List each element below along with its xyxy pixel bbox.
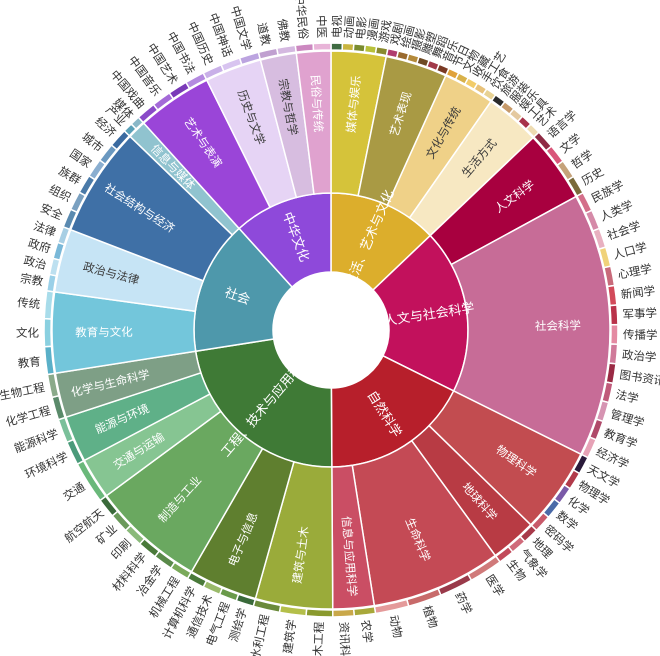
- subject-label: 政治学: [621, 348, 657, 365]
- subject-label: 人类学: [598, 198, 635, 224]
- center-hole: [273, 272, 389, 388]
- subject-label: 心理学: [616, 261, 653, 281]
- subject-label: 教育: [17, 354, 41, 370]
- subject-label: 绘画: [398, 23, 417, 49]
- ring-subjects: [43, 42, 619, 618]
- subject-label: 道教: [255, 21, 274, 47]
- subject-label: 安全: [38, 201, 65, 223]
- subject-label: 资讯科学: [337, 621, 353, 656]
- subject-label: 中华民俗: [292, 0, 310, 40]
- subject-label: 植物: [420, 604, 441, 630]
- subject-arc: [312, 42, 332, 52]
- subject-arc: [331, 608, 356, 618]
- ring-categories: [51, 50, 611, 610]
- subject-label: 电影: [353, 15, 369, 40]
- subject-label: 化学工程: [4, 403, 53, 429]
- subject-arc: [608, 343, 619, 365]
- subject-label: 水利工程: [248, 612, 272, 656]
- subject-label: 佛教: [275, 18, 293, 43]
- category-arc: [450, 195, 611, 456]
- subject-label: 戏剧: [387, 21, 406, 46]
- subject-label: 农学: [359, 619, 376, 643]
- subject-label: 医学: [483, 572, 507, 599]
- subject-label: 政治: [22, 253, 48, 272]
- category-label: 媒体与娱乐: [344, 74, 364, 133]
- subject-label: 文化: [16, 326, 40, 340]
- subject-arc: [363, 44, 378, 55]
- subject-label: 管理学: [609, 407, 646, 430]
- subject-label: 建筑学: [280, 618, 298, 654]
- subject-arc: [330, 42, 344, 52]
- subject-label: 传统: [17, 295, 42, 311]
- subject-label: 摄影: [409, 26, 429, 53]
- subject-arc: [352, 43, 367, 53]
- subject-label: 宗教: [19, 271, 44, 289]
- category-arc: [295, 50, 332, 195]
- subject-label: 军事学: [622, 306, 657, 322]
- category-label: 信息与应用科学: [339, 516, 359, 597]
- subject-arc: [43, 317, 53, 348]
- subject-label: 人口学: [611, 240, 648, 262]
- subject-arc: [305, 608, 334, 618]
- subject-arc: [609, 323, 619, 346]
- category-label: 社会科学: [535, 318, 581, 333]
- subject-label: 传播学: [623, 328, 658, 343]
- category-label: 民俗与传统: [308, 74, 326, 133]
- subject-arc: [609, 304, 619, 326]
- subject-label: 药学: [452, 590, 475, 617]
- subject-label: 历史: [579, 164, 606, 188]
- subject-label: 中医: [314, 15, 329, 38]
- subject-label: 组织: [47, 182, 74, 205]
- subject-label: 社会学: [605, 218, 642, 242]
- subject-label: 漫画: [365, 17, 382, 42]
- subject-arc: [606, 284, 618, 307]
- subject-label: 土木工程: [310, 621, 326, 656]
- subject-label: 能源科学: [12, 426, 60, 455]
- subject-label: 新闻学: [620, 283, 656, 301]
- subject-label: 交通: [61, 479, 88, 503]
- subject-label: 法学: [614, 387, 640, 406]
- subject-arc: [341, 42, 355, 52]
- subject-label: 族群: [56, 164, 83, 188]
- subject-arc: [294, 42, 315, 54]
- subject-label: 动画: [341, 15, 356, 39]
- subject-label: 环境科学: [23, 449, 71, 481]
- subject-label: 政府: [26, 236, 52, 256]
- subject-label: 动物: [386, 614, 405, 639]
- category-label: 教育与文化: [75, 325, 133, 340]
- subject-label: 电视: [330, 14, 344, 38]
- subject-label: 生物工程: [0, 380, 46, 403]
- subject-label: 游戏: [376, 18, 394, 44]
